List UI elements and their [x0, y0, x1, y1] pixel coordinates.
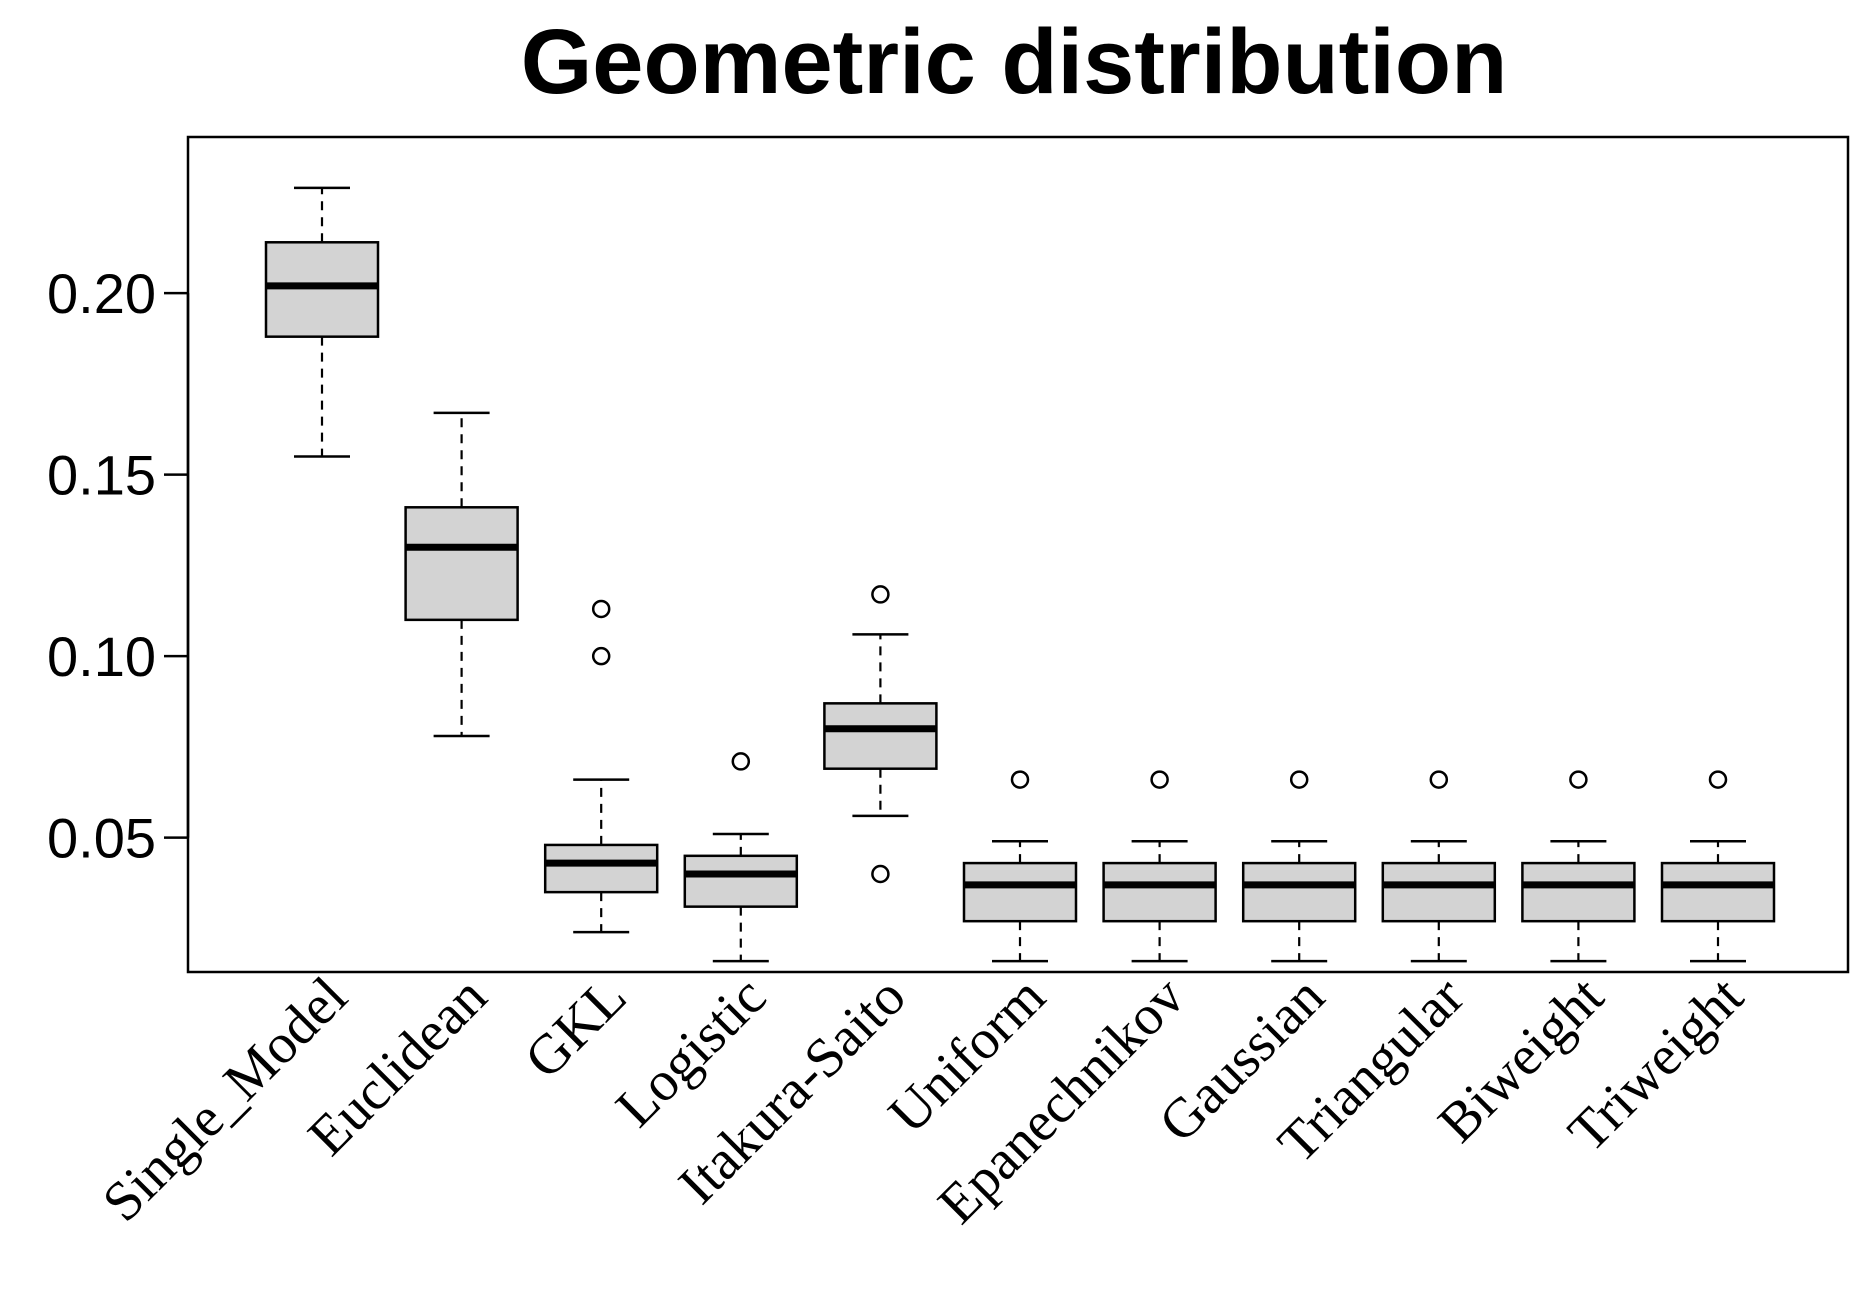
- iqr-box: [1381, 861, 1497, 923]
- box-epanechnikov: [1102, 770, 1217, 963]
- iqr-box: [1521, 861, 1636, 923]
- box-triweight: [1660, 770, 1776, 963]
- outlier-point: [591, 599, 611, 619]
- box-uniform: [962, 770, 1078, 963]
- iqr-box: [543, 843, 659, 894]
- outlier-point: [1150, 770, 1169, 789]
- iqr-box: [683, 854, 799, 908]
- y-tick-label: 0.15: [47, 444, 156, 507]
- iqr-box: [264, 241, 380, 338]
- y-tick-label: 0.20: [47, 262, 156, 325]
- outlier-point: [871, 864, 890, 884]
- outlier-point: [871, 585, 890, 604]
- box-itakura-saito: [823, 585, 938, 884]
- outlier-point: [1010, 770, 1030, 789]
- iqr-box: [823, 702, 938, 770]
- outlier-point: [731, 752, 751, 771]
- boxes-group: [264, 186, 1776, 963]
- outlier-point: [1429, 770, 1449, 789]
- iqr-box: [1102, 861, 1217, 923]
- iqr-box: [1660, 861, 1776, 923]
- y-axis: 0.05 0.10 0.15 0.20: [47, 262, 190, 870]
- iqr-box: [1241, 861, 1357, 923]
- y-tick-label: 0.10: [47, 625, 156, 688]
- y-tick-label: 0.05: [47, 807, 156, 870]
- outlier-point: [1569, 770, 1588, 789]
- x-tick-label: Single_Model: [91, 965, 359, 1233]
- x-tick-label: GKL: [513, 965, 638, 1090]
- outlier-point: [1289, 770, 1309, 789]
- box-gkl: [543, 599, 659, 934]
- box-single-model: [264, 186, 380, 458]
- chart-title: Geometric distribution: [521, 11, 1508, 113]
- box-biweight: [1521, 770, 1636, 963]
- iqr-box: [962, 861, 1078, 923]
- outlier-point: [1708, 770, 1728, 789]
- iqr-box: [404, 506, 519, 622]
- box-logistic: [683, 752, 799, 963]
- box-gaussian: [1241, 770, 1357, 963]
- box-triangular: [1381, 770, 1497, 963]
- outlier-point: [591, 646, 611, 666]
- box-euclidean: [404, 411, 519, 738]
